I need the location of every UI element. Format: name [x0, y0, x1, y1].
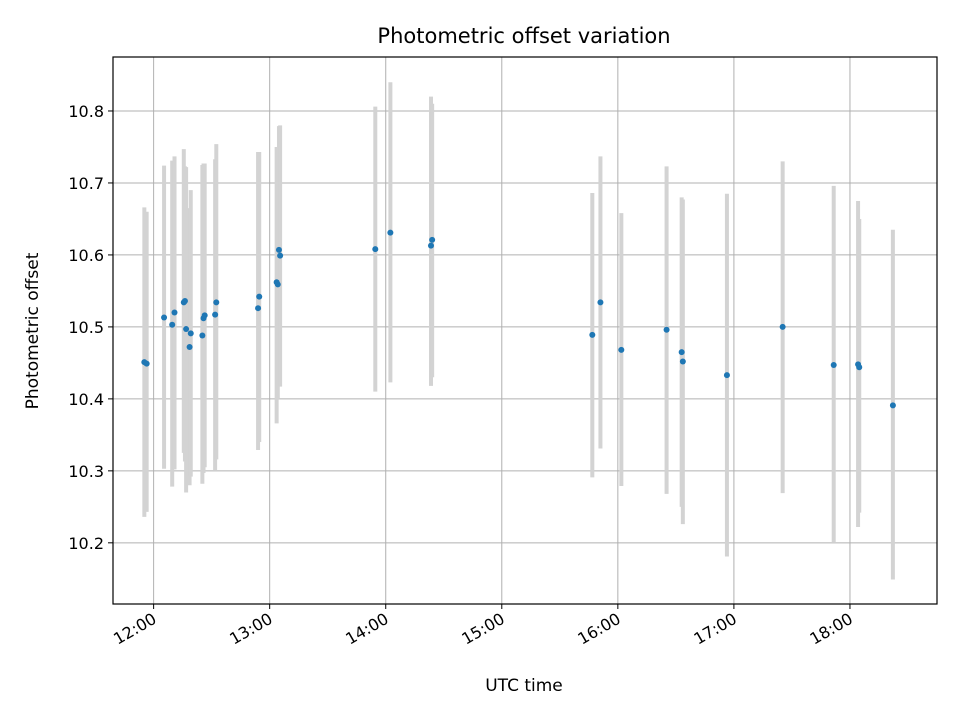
data-point — [678, 349, 685, 356]
data-point — [387, 229, 394, 236]
data-point — [183, 326, 190, 333]
data-point — [143, 360, 150, 367]
y-tick-label: 10.3 — [68, 462, 104, 481]
data-point — [187, 330, 194, 337]
data-point — [779, 323, 786, 330]
data-point — [181, 297, 188, 304]
data-point — [277, 252, 284, 259]
data-points — [141, 229, 896, 409]
chart-title: Photometric offset variation — [377, 24, 670, 48]
data-point — [275, 246, 282, 253]
data-point — [663, 326, 670, 333]
data-point — [274, 281, 281, 288]
y-tick-label: 10.5 — [68, 318, 104, 337]
x-axis-label: UTC time — [485, 676, 563, 696]
data-point — [212, 311, 219, 318]
data-point — [161, 314, 168, 321]
y-axis-label: Photometric offset — [23, 252, 43, 409]
data-point — [618, 346, 625, 353]
y-axis-ticks: 10.2 10.3 10.4 10.5 10.6 10.7 10.8 — [68, 102, 113, 553]
data-point — [856, 364, 863, 371]
y-tick-label: 10.4 — [68, 390, 104, 409]
y-tick-label: 10.2 — [68, 534, 104, 553]
data-point — [171, 309, 178, 316]
data-point — [201, 312, 208, 319]
data-point — [169, 321, 176, 328]
data-point — [889, 402, 896, 409]
data-point — [256, 293, 263, 300]
data-point — [589, 331, 596, 338]
data-point — [255, 305, 262, 312]
y-tick-label: 10.8 — [68, 102, 104, 121]
grid — [113, 57, 937, 604]
data-point — [429, 236, 436, 243]
data-point — [723, 372, 730, 379]
data-point — [199, 332, 206, 339]
data-point — [427, 242, 434, 249]
data-point — [372, 246, 379, 253]
data-point — [597, 299, 604, 306]
data-point — [830, 362, 837, 369]
y-tick-label: 10.6 — [68, 246, 104, 265]
y-tick-label: 10.7 — [68, 174, 104, 193]
data-point — [186, 344, 193, 351]
plot-frame — [112, 56, 938, 605]
data-point — [679, 358, 686, 365]
data-point — [213, 299, 220, 306]
